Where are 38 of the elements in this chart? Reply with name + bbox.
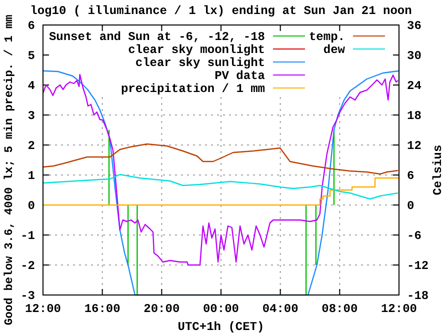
legend-label: clear sky moonlight — [128, 43, 265, 57]
y2-axis-title: Celsius — [431, 144, 445, 196]
y-tick-label: -3 — [20, 289, 35, 303]
x-tick-label: 20:00 — [144, 302, 180, 316]
y-tick-label: 5 — [28, 49, 35, 63]
legend-label: precipitation / 1 mm — [120, 82, 265, 96]
y2-tick-label: 0 — [407, 199, 414, 213]
y-tick-label: 3 — [28, 109, 35, 123]
legend-label: temp. — [308, 30, 345, 44]
y2-tick-label: 36 — [407, 19, 422, 33]
x-tick-label: 16:00 — [84, 302, 120, 316]
legend-label: Sunset and Sun at -6, -12, -18 — [48, 30, 265, 44]
y-tick-label: -1 — [20, 229, 35, 243]
y-tick-label: 6 — [28, 19, 35, 33]
y2-tick-label: 30 — [407, 49, 422, 63]
x-tick-label: 00:00 — [202, 302, 240, 316]
x-tick-label: 04:00 — [262, 302, 298, 316]
x-axis-title: UTC+1h (CET) — [178, 320, 264, 334]
y-tick-label: 4 — [28, 79, 35, 93]
y-tick-label: -2 — [20, 259, 35, 273]
y2-tick-label: 18 — [407, 109, 422, 123]
x-tick-label: 12:00 — [24, 302, 62, 316]
y2-tick-label: -12 — [407, 259, 429, 273]
legend-label: clear sky sunlight — [135, 56, 265, 70]
y2-tick-label: -18 — [407, 289, 429, 303]
chart-title: log10 ( illuminance / 1 lx) ending at Sun Jan 21 noon — [30, 4, 412, 18]
y-axis-title: Good below 3.6, 4000 lx; 5 min precip. / 1 mm — [3, 14, 16, 326]
legend-label: PV data — [214, 69, 265, 83]
y2-tick-label: -6 — [407, 229, 422, 243]
y2-tick-label: 12 — [407, 139, 422, 153]
y-tick-label: 1 — [28, 169, 35, 183]
y2-tick-label: 24 — [407, 79, 422, 93]
x-tick-label: 08:00 — [322, 302, 358, 316]
legend-label: dew — [323, 43, 346, 57]
y-tick-label: 0 — [28, 199, 35, 213]
x-tick-label: 12:00 — [380, 302, 418, 316]
y-tick-label: 2 — [28, 139, 35, 153]
y2-tick-label: 6 — [407, 169, 414, 183]
